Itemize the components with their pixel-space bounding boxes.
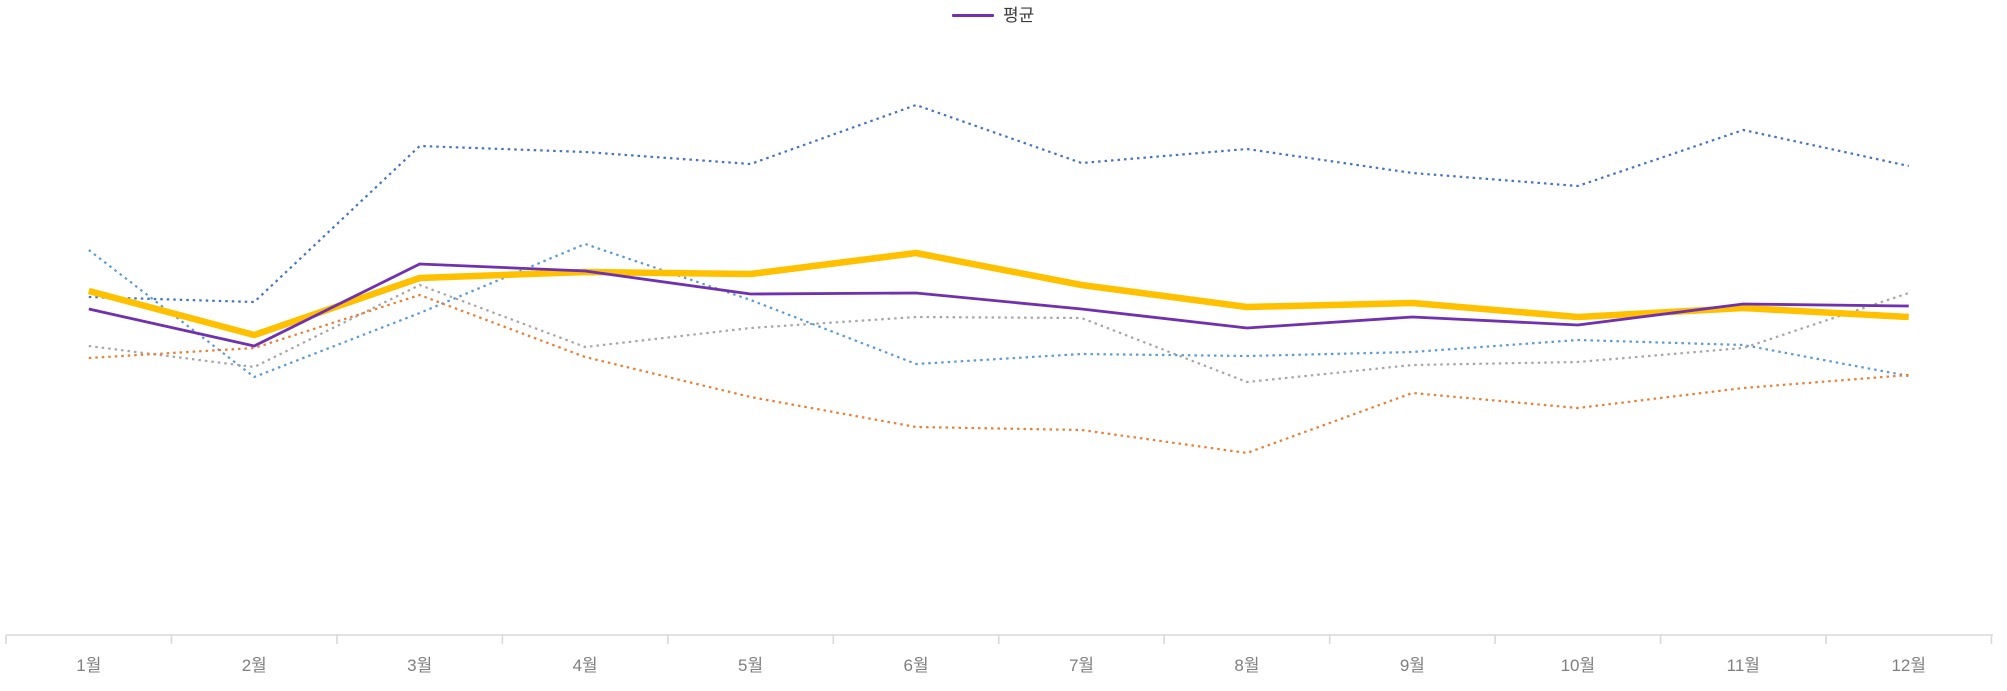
- series-line-dotted-year-orange: [88, 293, 1909, 455]
- x-axis-label: 1월: [76, 656, 101, 675]
- x-axis-label: 10월: [1561, 656, 1596, 675]
- series-line-dotted-year-blue: [88, 103, 1909, 304]
- x-axis-label: 7월: [1069, 656, 1094, 675]
- x-axis: [5, 634, 1993, 644]
- legend-label: 평균: [1003, 6, 1035, 25]
- series-line-dotted-year-lightblue: [88, 242, 1909, 379]
- legend-line-icon: [952, 14, 994, 17]
- series-line-평균: [88, 262, 1909, 348]
- x-axis-label: 5월: [738, 656, 763, 675]
- x-axis-labels: 1월 2월 3월 4월 5월 6월 7월 8월 9월 10월 11월 12월: [76, 656, 1926, 675]
- chart-legend[interactable]: 평균: [952, 7, 1034, 24]
- x-axis-label: 2월: [242, 656, 267, 675]
- x-axis-label: 12월: [1891, 656, 1926, 675]
- x-axis-label: 9월: [1400, 656, 1425, 675]
- x-axis-label: 11월: [1727, 656, 1760, 675]
- x-axis-label: 3월: [407, 656, 432, 675]
- x-axis-label: 4월: [573, 656, 598, 675]
- x-axis-label: 6월: [903, 656, 928, 675]
- series-lines: [87, 103, 1910, 455]
- x-axis-label: 8월: [1234, 656, 1259, 675]
- series-line-dotted-year-gray: [88, 283, 1910, 384]
- series-line-highlight-current: [87, 249, 1909, 339]
